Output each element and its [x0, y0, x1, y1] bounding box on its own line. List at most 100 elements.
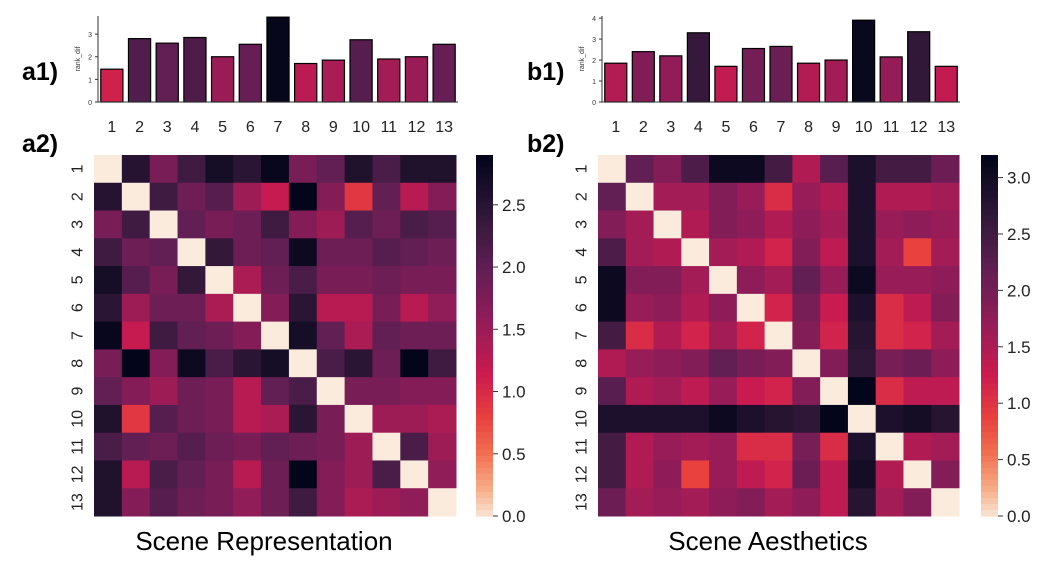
a2-colorbar-step: [476, 221, 493, 228]
b2-colorbar-step: [981, 485, 998, 493]
b2-colorbar-step: [981, 419, 998, 427]
b2-cell-3-10: [847, 210, 877, 239]
a2-cell-4-4: [177, 238, 206, 267]
a2-cell-7-7: [261, 321, 290, 350]
a2-cell-5-1: [94, 266, 123, 295]
b2-cell-5-13: [931, 266, 960, 295]
a2-cell-9-13: [428, 377, 457, 406]
b2-cell-10-7: [764, 404, 793, 434]
a2-ytick-label: 5: [70, 275, 87, 284]
a2-cell-5-6: [233, 266, 262, 295]
b2-cell-13-4: [681, 488, 710, 517]
a2-colorbar-step: [476, 323, 493, 331]
b2-cell-8-1: [598, 349, 627, 378]
b2-cell-3-8: [792, 210, 821, 239]
b2-cell-1-8: [792, 155, 821, 184]
a2-colorbar-step: [476, 179, 493, 186]
a2-cell-7-5: [205, 321, 234, 350]
b2-cell-12-9: [820, 460, 849, 489]
a2-cell-10-12: [400, 404, 429, 434]
a2-cell-2-6: [233, 182, 262, 212]
a2-cell-8-3: [149, 349, 179, 378]
panel-label-a2: a2): [22, 130, 58, 158]
a2-cell-10-4: [177, 404, 206, 434]
b2-cell-9-6: [736, 377, 766, 406]
a2-colorbar-step: [476, 431, 493, 439]
a2-cell-6-3: [149, 293, 179, 323]
b1-xtick-label: 7: [777, 119, 786, 136]
a2-cell-13-10: [344, 488, 373, 517]
b2-colorbar-step: [981, 437, 998, 445]
b2-colorbar-tick-label: 2.5: [1007, 225, 1031, 244]
a2-cell-13-6: [233, 488, 262, 517]
b2-colorbar-step: [981, 347, 998, 355]
a1-bar-3: [155, 42, 179, 103]
a2-cell-8-9: [316, 349, 346, 378]
b2-cell-3-12: [903, 210, 932, 239]
b2-cell-2-8: [792, 182, 821, 212]
a2-cell-9-6: [233, 377, 262, 406]
a2-colorbar-step: [476, 395, 493, 403]
a2-colorbar-step: [476, 365, 493, 373]
b2-cell-9-10: [847, 377, 877, 406]
b1-xtick-label: 6: [749, 119, 758, 136]
a2-cell-2-9: [316, 182, 346, 212]
b2-cell-7-4: [681, 321, 710, 350]
a2-cell-3-12: [400, 210, 429, 239]
b2-cell-4-7: [764, 238, 793, 267]
a2-cell-13-7: [261, 488, 290, 517]
a1-ytick-label: 2: [88, 55, 92, 62]
a1-bar-12: [404, 56, 429, 103]
a2-cell-7-12: [400, 321, 429, 350]
b2-colorbar-step: [981, 329, 998, 337]
a1-xtick-label: 12: [408, 119, 426, 136]
b2-cell-4-11: [875, 238, 904, 267]
a2-cell-11-8: [288, 432, 318, 461]
a2-cell-7-1: [94, 321, 123, 350]
b2-colorbar-step: [981, 221, 998, 228]
b1-xtick-label: 8: [804, 119, 813, 136]
a2-colorbar-step: [476, 455, 493, 463]
b2-colorbar-step: [981, 257, 998, 264]
a2-cell-10-6: [233, 404, 262, 434]
a2-cell-1-5: [205, 155, 234, 184]
a2-cell-11-3: [149, 432, 179, 461]
b1-bar-9: [824, 59, 848, 103]
b2-cell-9-5: [709, 377, 738, 406]
a2-cell-5-11: [372, 266, 401, 295]
b2-cell-11-7: [764, 432, 793, 461]
b2-colorbar-step: [981, 245, 998, 252]
b2-cell-5-4: [681, 266, 710, 295]
b2-cell-9-7: [764, 377, 793, 406]
b2-cell-1-13: [931, 155, 960, 184]
b2-cell-13-3: [653, 488, 682, 517]
a2-colorbar-step: [476, 413, 493, 421]
a2-cell-6-1: [94, 293, 123, 323]
b2-colorbar-step: [981, 359, 998, 367]
b2-cell-9-11: [875, 377, 904, 406]
b2-ytick-label: 9: [574, 386, 591, 395]
a1-xtick-label: 1: [107, 119, 116, 136]
a2-cell-12-9: [316, 460, 346, 489]
b2-cell-13-5: [709, 488, 738, 517]
b2-colorbar-step: [981, 239, 998, 246]
a2-cell-7-11: [372, 321, 401, 350]
a2-cell-3-3: [149, 210, 179, 239]
b1-bar-13: [934, 65, 958, 103]
a2-cell-12-2: [121, 460, 151, 489]
a2-cell-5-13: [428, 266, 457, 295]
a2-cell-6-9: [316, 293, 346, 323]
a2-cell-9-9: [316, 377, 346, 406]
a2-colorbar-step: [476, 341, 493, 349]
a2-colorbar-step: [476, 497, 493, 505]
a2-cell-1-8: [288, 155, 318, 184]
a2-cell-4-7: [261, 238, 290, 267]
a2-cell-5-12: [400, 266, 429, 295]
b1-xtick-label: 9: [832, 119, 841, 136]
a2-cell-5-5: [205, 266, 234, 295]
a2-cell-2-1: [94, 182, 123, 212]
a2-colorbar-step: [476, 329, 493, 337]
b2-cell-11-5: [709, 432, 738, 461]
a1-ytick-label: 3: [88, 32, 92, 39]
